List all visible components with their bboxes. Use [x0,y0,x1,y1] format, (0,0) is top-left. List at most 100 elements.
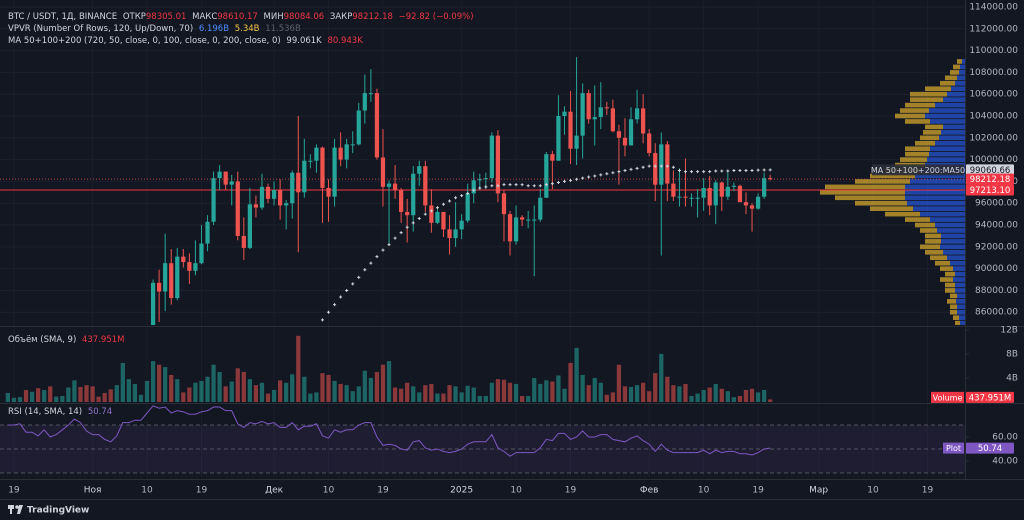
profile-up [940,244,965,250]
volume-bar [96,396,101,402]
volume-bar [229,381,234,402]
last-price-tag-bg [966,173,1014,185]
profile-down [905,119,930,124]
profile-down [925,124,943,130]
volume-bar [302,376,307,402]
candle-body [417,166,422,174]
volume-bar [265,393,271,402]
candle-body [647,133,652,154]
profile-down [905,146,930,152]
y-tick-label: 12B [1000,325,1018,335]
candle-body [683,196,688,198]
y-tick-label: 100000.00 [969,155,1018,165]
indicator-value: 6.196B [198,24,230,34]
volume-bar [574,347,579,402]
y-tick-label: 90000.00 [975,264,1018,274]
volume-bar [634,385,640,402]
profile-down [915,222,935,228]
volume-bar [72,380,77,402]
candle-body [749,205,755,209]
profile-up [941,239,965,244]
ma-point [611,171,615,175]
candle-body [284,203,289,206]
profile-up [953,266,965,271]
candle-body [193,263,198,271]
volume-bar [520,395,525,402]
ma-point [617,170,621,174]
ma-point [345,288,349,292]
volume-bar [580,374,585,402]
volume-bar [441,393,446,402]
volume-bar [399,388,404,402]
ohlc-value: 98212.18 [352,12,393,22]
profile-down [905,217,930,222]
profile-up [951,86,965,92]
ma-point [671,165,675,169]
volume-bar [271,389,277,402]
ma-point [351,282,355,286]
candle-body [356,110,361,145]
y-tick-label: 4B [1006,373,1018,383]
y-tick-label: 86000.00 [975,308,1018,318]
volume-bar [737,395,743,402]
profile-down [950,309,957,315]
volume-bar [417,392,422,402]
candle-body [326,187,331,197]
volume-bar [205,376,210,402]
ma-point [762,168,766,172]
volume-bar [235,368,240,402]
volume-bar [290,374,295,402]
candle-body [568,111,573,149]
profile-up [943,124,965,130]
candle-body [253,204,259,208]
profile-down [950,293,957,299]
volume-pane [5,335,773,402]
volume-bar [11,397,17,402]
profile-up [907,200,965,206]
volume-bar [362,370,367,402]
ma-point [575,177,579,181]
profile-down [947,299,956,304]
ma-point [520,183,524,187]
ohlc-value: 98610.17 [217,12,258,22]
profile-up [955,271,965,277]
ma-point [665,164,669,168]
y-tick-label: 108000.00 [969,68,1018,78]
profile-down [925,233,941,239]
candle-body [526,219,531,221]
profile-down [955,320,960,325]
candle-body [12,504,16,505]
candle-body [653,153,658,185]
candle-body [695,197,700,199]
volume-tag-value: 437.951M [969,393,1011,403]
profile-up [929,151,965,157]
volume-bar [501,379,507,402]
volume-bar [5,392,10,402]
ma-point [641,165,645,169]
profile-down [920,228,937,233]
profile-up [956,299,965,304]
candle-body [109,501,113,511]
candle-body [344,144,349,160]
volume-bar [223,386,228,402]
candle-body [429,205,434,223]
volume-bar [374,371,380,402]
candle-body [314,147,319,161]
candle-body [507,214,513,242]
profile-down [925,249,943,255]
volume-bar [513,383,519,402]
candle-body [628,119,634,146]
volume-bar [489,382,494,402]
y-tick-label: 40.00 [992,456,1018,466]
legend-line: Объём (SMA, 9) 437.951M [8,334,127,346]
volume-bar [380,364,386,402]
ma-point [696,170,700,174]
x-tick-label: 10 [141,486,153,496]
legend-line: RSI (14, SMA, 14) 50.74 [8,406,115,418]
ma-point [562,179,566,183]
candle-body [520,217,525,220]
profile-down [953,64,960,70]
ma-point [454,196,458,200]
ma-point [460,194,464,198]
candle-body [489,135,494,179]
